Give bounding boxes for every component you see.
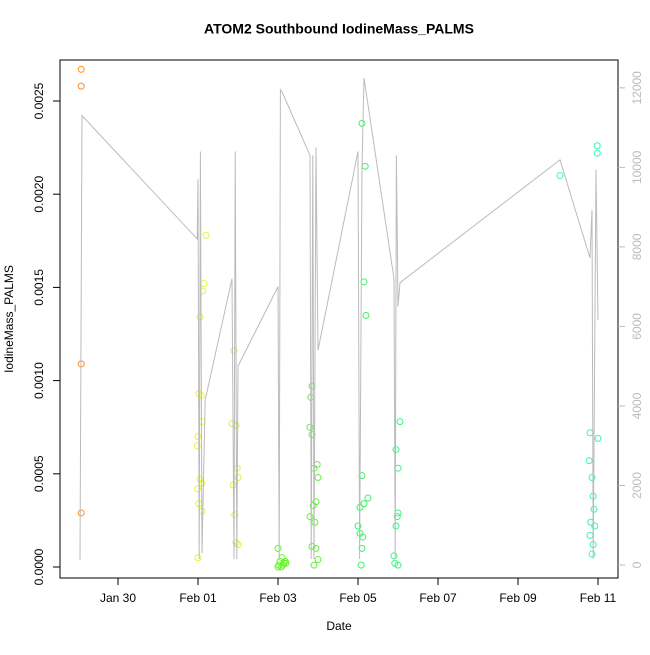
data-point [196,475,204,483]
x-tick-label: Feb 05 [339,591,377,605]
data-point [586,429,594,437]
data-point [358,544,366,552]
data-point [77,509,85,517]
data-point [594,434,602,442]
y2-tick-label: 8000 [630,233,644,260]
data-point [312,544,320,552]
data-point [390,552,398,560]
data-point [358,119,366,127]
data-point [392,522,400,530]
x-tick-label: Feb 07 [419,591,457,605]
data-point [310,561,318,569]
y2-tick-label: 10000 [630,150,644,184]
data-point [593,149,601,157]
data-point [588,550,596,558]
data-point [194,433,202,441]
altitude-line [79,77,599,560]
data-point [314,474,322,482]
chart-title: ATOM2 Southbound IodineMass_PALMS [204,21,474,37]
data-point [200,280,208,288]
x-tick-label: Feb 01 [179,591,217,605]
y-tick-label: 0.0010 [32,362,46,399]
data-point [591,522,599,530]
data-point [230,347,238,355]
data-point [314,556,322,564]
data-point [194,554,202,562]
data-point [360,500,368,508]
data-point [274,544,282,552]
y-tick-label: 0.0015 [32,269,46,306]
data-point [393,513,401,521]
data-point [228,419,236,427]
y-tick-label: 0.0000 [32,548,46,585]
data-point [232,539,240,547]
data-point [586,531,594,539]
data-point [588,474,596,482]
data-point [556,172,564,180]
data-point [364,494,372,502]
data-point [202,231,210,239]
data-point [274,563,282,571]
data-point [77,65,85,73]
data-point [396,418,404,426]
data-point [357,561,365,569]
data-point [234,474,242,482]
data-point [394,561,402,569]
y2-tick-label: 4000 [630,392,644,419]
data-point [360,278,368,286]
y-tick-label: 0.0025 [32,82,46,119]
data-point [277,563,285,571]
x-tick-label: Feb 11 [580,591,617,605]
data-point [593,142,601,150]
y2-tick-label: 12000 [630,71,644,105]
y-axis-title: IodineMass_PALMS [2,265,16,373]
y2-tick-label: 6000 [630,313,644,340]
x-tick-label: Feb 03 [259,591,297,605]
x-axis-title: Date [326,619,352,633]
data-point [311,518,319,526]
data-point [306,423,314,431]
plot-frame [59,59,619,579]
y-tick-label: 0.0020 [32,176,46,213]
x-tick-label: Feb 09 [499,591,537,605]
y2-tick-label: 0 [630,561,644,568]
data-point [231,511,239,519]
data-point [354,522,362,530]
data-point [585,457,593,465]
data-point [194,485,202,493]
data-point [279,561,287,569]
data-point [309,501,317,509]
data-point [281,557,289,565]
data-point [306,513,314,521]
data-point [193,442,201,450]
y-tick-label: 0.0005 [32,455,46,492]
data-point [77,82,85,90]
y2-tick-label: 2000 [630,472,644,499]
x-tick-label: Jan 30 [100,591,136,605]
data-point [362,311,370,319]
data-point [308,542,316,550]
data-point [234,541,242,549]
data-point [313,460,321,468]
data-point [361,162,369,170]
